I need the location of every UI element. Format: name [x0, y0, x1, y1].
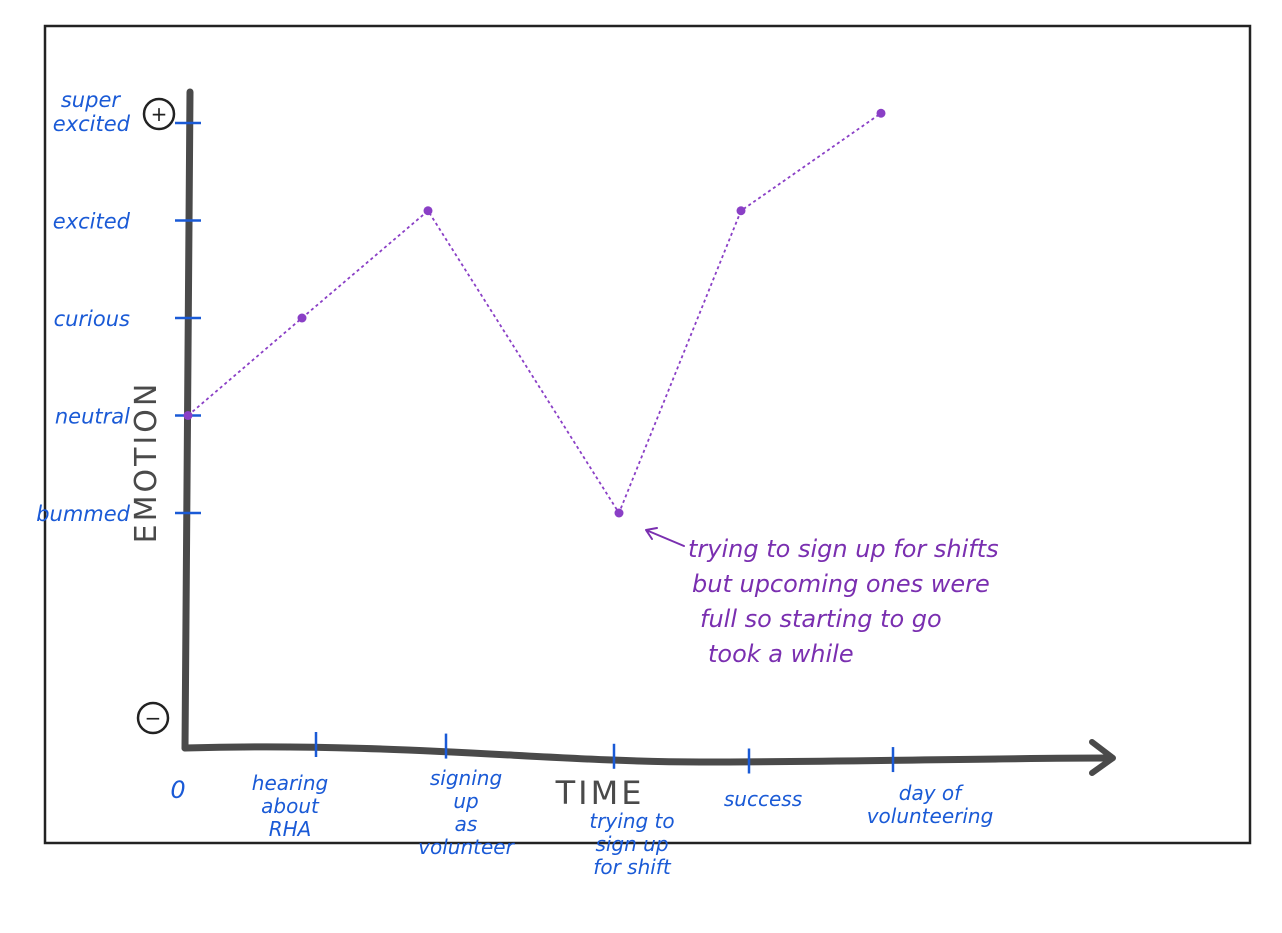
x-category-label: for shift — [593, 855, 672, 879]
x-category-label: RHA — [269, 817, 312, 841]
x-category-label: trying to — [589, 809, 674, 833]
x-category-label: signing — [430, 766, 502, 790]
y-tick-group — [175, 121, 201, 515]
x-category-label: up — [453, 789, 478, 813]
y-axis-title: EMOTION — [129, 381, 164, 544]
x-category-label: success — [724, 787, 802, 811]
x-tick-group — [314, 732, 895, 774]
plus-symbol: + — [151, 102, 168, 126]
annotation-text-line: but upcoming ones were — [692, 570, 990, 598]
x-category-label: day of — [899, 781, 964, 805]
x-category-label: sign up — [595, 832, 668, 856]
y-axis — [181, 88, 194, 752]
y-level-label: neutral — [55, 405, 130, 429]
positive-end-marker: + — [142, 97, 176, 131]
y-level-label: curious — [54, 307, 130, 331]
series-group — [183, 108, 886, 518]
annotation-text-line: trying to sign up for shifts — [688, 535, 999, 563]
negative-end-marker: − — [136, 701, 170, 735]
x-category-label: volunteering — [867, 804, 994, 828]
annotation: trying to sign up for shifts but upcoming… — [645, 527, 999, 668]
x-category-label: about — [261, 794, 320, 818]
annotation-arrow — [645, 527, 685, 547]
y-level-label: bummed — [36, 502, 130, 526]
x-category-label: hearing — [252, 771, 328, 795]
annotation-text-line: full so starting to go — [700, 605, 942, 633]
data-point — [297, 313, 307, 323]
data-point — [183, 411, 193, 420]
x-category-label: volunteer — [418, 835, 515, 859]
data-point — [614, 508, 624, 518]
x-axis-arrowhead — [1089, 739, 1116, 776]
minus-symbol: − — [145, 706, 162, 730]
series-line — [187, 112, 882, 515]
chart-frame — [43, 24, 1252, 845]
x-origin-label: 0 — [170, 776, 185, 804]
y-level-label: excited — [53, 210, 131, 234]
y-level-label: excited — [53, 112, 131, 136]
data-point — [876, 108, 886, 118]
x-category-label: as — [455, 812, 478, 836]
x-axis-title: TIME — [555, 774, 645, 812]
data-point — [736, 206, 746, 216]
data-point — [423, 206, 433, 216]
annotation-text-line: took a while — [708, 640, 854, 668]
y-level-label: super — [61, 88, 122, 112]
x-axis — [181, 743, 1112, 766]
